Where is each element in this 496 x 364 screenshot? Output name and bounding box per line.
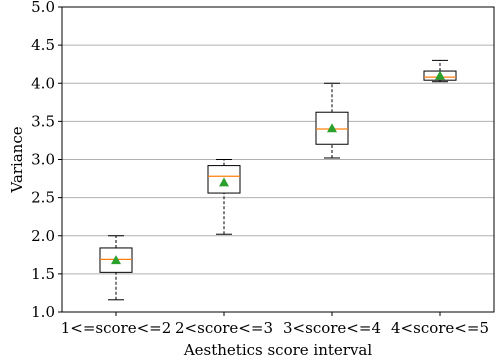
y-tick-label: 3.0 — [31, 151, 55, 169]
box-group — [207, 159, 241, 235]
y-axis-label: Variance — [8, 126, 26, 193]
y-tick-label: 1.0 — [31, 303, 55, 321]
mean-marker — [435, 70, 445, 80]
y-tick-label: 2.0 — [31, 227, 55, 245]
mean-marker — [327, 123, 337, 133]
mean-marker — [219, 177, 229, 187]
y-tick-label: 4.5 — [31, 36, 55, 54]
x-tick-label: 2<score<=3 — [175, 319, 273, 337]
y-tick-label: 5.0 — [31, 0, 55, 16]
x-axis-ticks: 1<=score<=2 2<score<=3 3<score<=4 4<score<=… — [61, 312, 489, 337]
x-tick-label: 1<=score<=2 — [61, 319, 172, 337]
x-tick-label: 3<score<=4 — [283, 319, 381, 337]
y-tick-label: 1.5 — [31, 265, 55, 283]
y-axis-ticks: 1.0 1.5 2.0 2.5 3.0 3.5 4.0 4.5 5.0 — [31, 0, 62, 321]
x-axis-label: Aesthetics score interval — [183, 341, 373, 359]
y-tick-label: 3.5 — [31, 112, 55, 130]
box-group — [423, 59, 457, 83]
x-tick-label: 4<score<=5 — [391, 319, 489, 337]
box-plot-series — [99, 59, 457, 301]
mean-marker — [111, 255, 121, 265]
y-tick-label: 2.5 — [31, 189, 55, 207]
box-group — [315, 82, 349, 159]
y-tick-label: 4.0 — [31, 74, 55, 92]
box-group — [99, 235, 133, 301]
